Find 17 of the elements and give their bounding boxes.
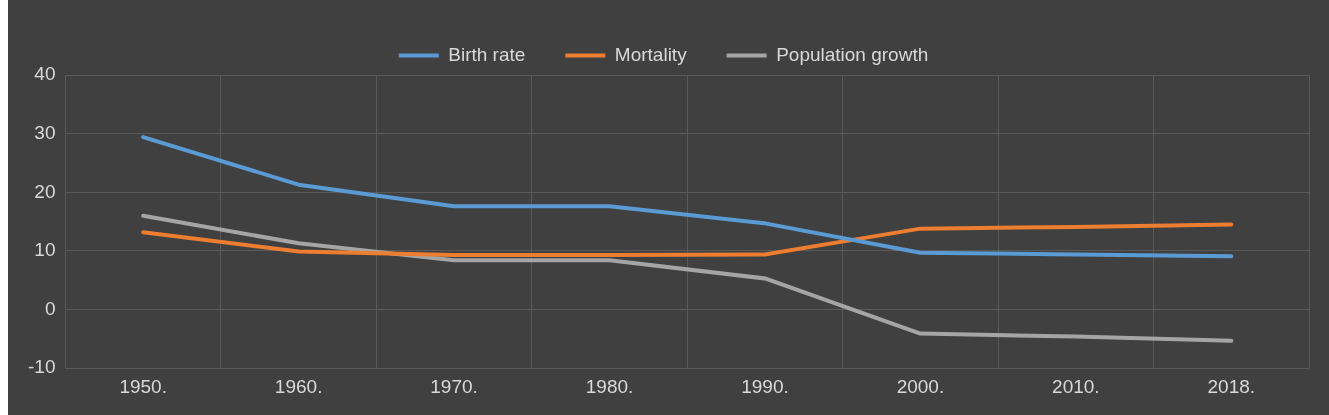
x-tick-label: 1970. — [430, 375, 478, 397]
y-tick-label: 30 — [34, 121, 56, 143]
x-tick-label: 2010. — [1052, 375, 1100, 397]
y-tick-label: 40 — [34, 63, 56, 85]
x-tick-label: 1960. — [274, 375, 323, 397]
y-tick-label: 10 — [34, 239, 56, 261]
x-tick-label: 2000. — [896, 375, 945, 397]
y-tick-label: -10 — [27, 356, 56, 378]
x-tick-label: 1950. — [119, 375, 167, 397]
y-tick-label: 0 — [44, 297, 56, 319]
y-tick-label: 20 — [34, 180, 56, 202]
x-tick-label: 1990. — [741, 375, 789, 397]
legend-label: Mortality — [614, 43, 688, 65]
legend-label: Population growth — [776, 43, 929, 65]
x-tick-label: 2018. — [1207, 375, 1256, 397]
x-tick-label: 1980. — [585, 375, 634, 397]
legend-label: Birth rate — [448, 43, 526, 65]
